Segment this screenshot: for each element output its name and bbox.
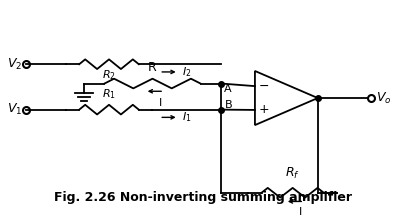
Text: $I_2$: $I_2$	[182, 65, 191, 79]
Text: +: +	[258, 103, 268, 116]
Text: $V_1$: $V_1$	[7, 102, 22, 117]
Text: $V_2$: $V_2$	[7, 57, 22, 72]
Text: $R_1$: $R_1$	[102, 87, 116, 101]
Text: $R_f$: $R_f$	[284, 166, 299, 181]
Text: A: A	[223, 84, 231, 94]
Text: I: I	[298, 207, 301, 217]
Text: Fig. 2.26 Non-inverting summing amplifier: Fig. 2.26 Non-inverting summing amplifie…	[54, 191, 351, 204]
Text: I: I	[158, 98, 162, 108]
Text: R: R	[148, 61, 156, 74]
Text: B: B	[225, 100, 232, 110]
Text: −: −	[258, 80, 268, 93]
Text: $I_1$: $I_1$	[182, 110, 192, 124]
Text: $R_2$: $R_2$	[102, 68, 115, 82]
Text: $V_o$: $V_o$	[375, 90, 390, 106]
